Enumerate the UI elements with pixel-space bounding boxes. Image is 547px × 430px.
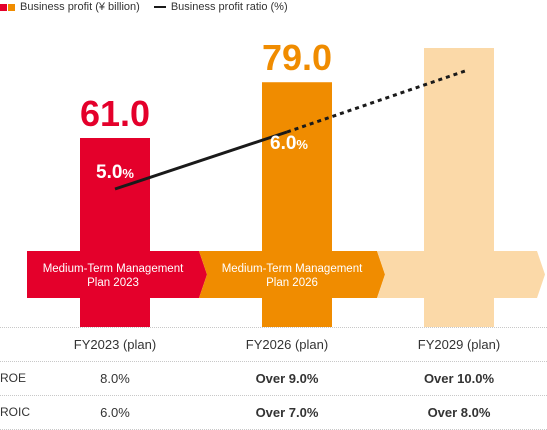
table-row-roe: ROE 8.0% Over 9.0% Over 10.0% [0,362,547,396]
table-header-fy2026: FY2026 (plan) [245,337,329,352]
plan-label-2-line-2: Plan 2026 [266,277,318,289]
ratio-unit-2: % [296,137,308,152]
legend-bar-label: Business profit (¥ billion) [20,1,140,13]
roic-fy2026: Over 7.0% [255,405,319,420]
chart-area: Medium-Term Management Plan 2023 Medium-Te… [27,37,545,327]
chart-legend: Business profit (¥ billion) Business pro… [0,0,302,14]
legend-swatch-orange [8,3,15,11]
table-header-row: FY2023 (plan) FY2026 (plan) FY2029 (plan… [0,327,547,362]
roe-fy2029: Over 10.0% [423,371,495,386]
roic-fy2029: Over 8.0% [427,405,491,420]
table-header-fy2023: FY2023 (plan) [73,337,157,352]
ratio-line-solid [114,130,288,191]
plan-label-1-line-1: Medium-Term Management [43,263,184,275]
plan-label-2-line-1: Medium-Term Management [222,263,363,275]
ratio-value-label-2: 6.0% [270,133,308,154]
legend-item-line: Business profit ratio (%) [153,1,288,13]
roic-fy2023: 6.0% [100,405,130,420]
plan-label-1-line-2: Plan 2023 [87,277,139,289]
roe-fy2023: 8.0% [100,371,130,386]
legend-line-label: Business profit ratio (%) [170,1,288,13]
bar-value-label-2: 79.0 [262,37,332,78]
ratio-value-label-1: 5.0% [96,162,134,183]
legend-item-bar: Business profit (¥ billion) [0,1,140,13]
ratio-unit-1: % [122,166,134,181]
plan-arrow-2 [199,251,385,298]
bar-value-label-1: 61.0 [80,93,150,134]
plan-arrow-1 [27,251,207,298]
legend-swatch-red [0,3,7,11]
row-label-roic: ROIC [0,405,30,419]
plan-arrow-3 [377,251,545,298]
table-row-roic: ROIC 6.0% Over 7.0% Over 8.0% [0,396,547,430]
legend-line-swatch [153,6,166,8]
table-header-fy2029: FY2029 (plan) [417,337,501,352]
metrics-table: FY2023 (plan) FY2026 (plan) FY2029 (plan… [0,327,547,430]
row-label-roe: ROE [0,371,27,385]
roe-fy2026: Over 9.0% [255,371,319,386]
